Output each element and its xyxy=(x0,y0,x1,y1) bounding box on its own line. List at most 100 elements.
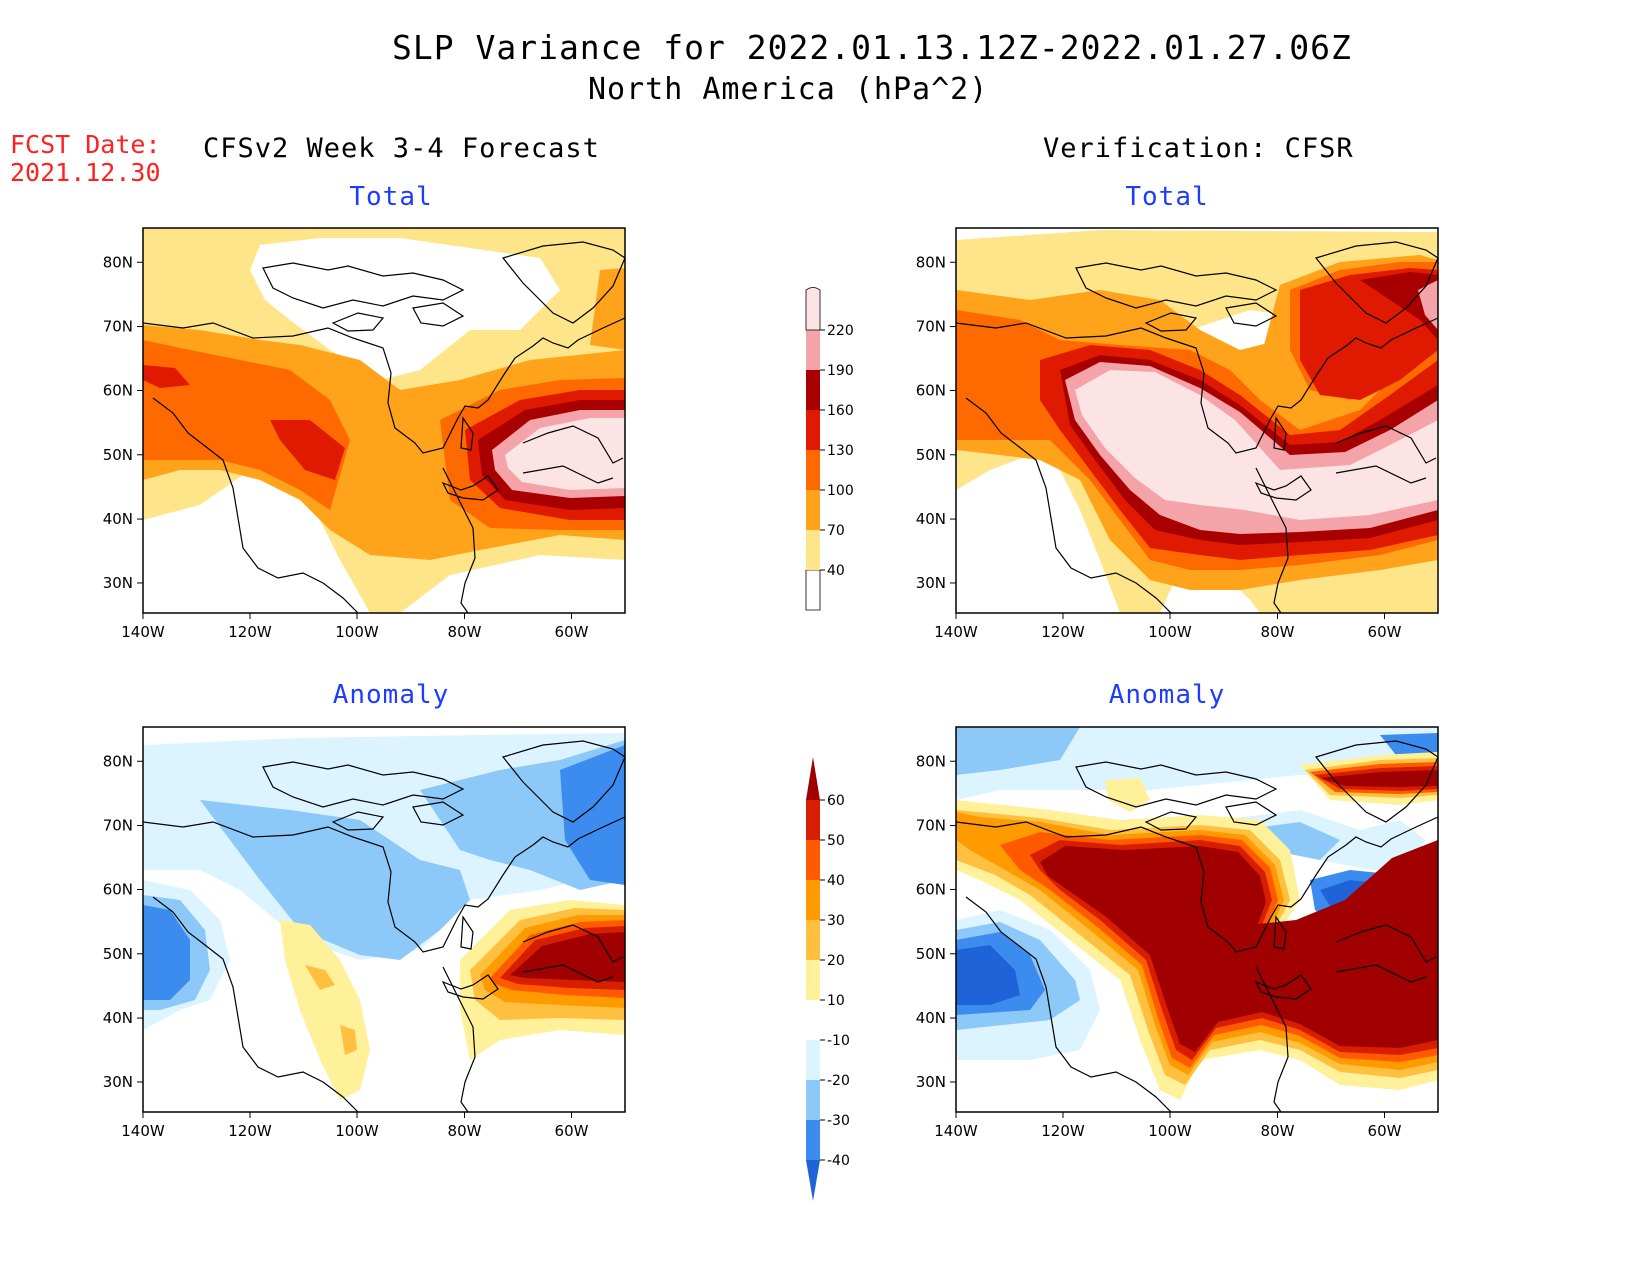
colorbar-label: 160 xyxy=(827,403,854,419)
colorbar-swatch xyxy=(806,800,820,840)
colorbar-swatch xyxy=(805,569,821,611)
colorbar-label: 30 xyxy=(827,913,845,929)
lat-tick-label: 50N xyxy=(916,446,946,464)
lon-tick-label: 80W xyxy=(1261,1122,1295,1140)
lon-tick-label: 100W xyxy=(335,1122,379,1140)
lon-tick-label: 100W xyxy=(1148,1122,1192,1140)
lon-tick-label: 80W xyxy=(448,623,482,641)
lat-tick-label: 30N xyxy=(103,574,133,592)
lon-tick-label: 120W xyxy=(228,1122,272,1140)
colorbar-label: 40 xyxy=(827,873,845,889)
lat-tick-label: 30N xyxy=(103,1073,133,1091)
lon-tick-label: 100W xyxy=(1148,623,1192,641)
verification-header: Verification: CFSR xyxy=(1043,133,1354,164)
colorbar-swatch xyxy=(806,410,820,450)
colorbar-label: -10 xyxy=(827,1033,850,1049)
lat-tick-label: 50N xyxy=(103,945,133,963)
lat-tick-label: 60N xyxy=(103,880,133,898)
lat-tick-label: 30N xyxy=(916,1073,946,1091)
lat-tick-label: 70N xyxy=(916,817,946,835)
forecast-total-map xyxy=(143,228,625,613)
panel-title-forecast-total: Total xyxy=(349,182,433,212)
colorbar-swatch xyxy=(806,757,820,800)
colorbar-label: 130 xyxy=(827,443,854,459)
lat-tick-label: 70N xyxy=(103,817,133,835)
lon-tick-label: 80W xyxy=(1261,623,1295,641)
lon-tick-label: 140W xyxy=(121,623,165,641)
lon-tick-label: 100W xyxy=(335,623,379,641)
lat-tick-label: 70N xyxy=(103,318,133,336)
colorbar-swatch xyxy=(806,450,820,490)
colorbar-label: 60 xyxy=(827,793,845,809)
figure-subtitle: North America (hPa^2) xyxy=(588,72,989,107)
figure-title: SLP Variance for 2022.01.13.12Z-2022.01.… xyxy=(392,28,1352,67)
colorbar-label: 10 xyxy=(827,993,845,1009)
verification-anomaly-frame xyxy=(955,726,1439,1113)
lon-tick-label: 140W xyxy=(934,1122,978,1140)
colorbar-swatch xyxy=(806,1000,820,1040)
colorbar-swatch xyxy=(806,330,820,370)
colorbar-swatch xyxy=(806,920,820,960)
lon-tick-label: 60W xyxy=(555,623,589,641)
colorbar-swatch xyxy=(805,287,821,331)
lat-tick-label: 40N xyxy=(103,1009,133,1027)
colorbar-label: 220 xyxy=(827,323,854,339)
verification-total-frame xyxy=(955,227,1439,614)
colorbar-swatch xyxy=(806,530,820,570)
colorbar-swatch xyxy=(806,1120,820,1160)
panel-title-forecast-anomaly: Anomaly xyxy=(332,680,450,710)
colorbar-swatch xyxy=(806,840,820,880)
lat-tick-label: 60N xyxy=(916,381,946,399)
colorbar-swatch xyxy=(806,880,820,920)
colorbar-swatch xyxy=(806,960,820,1000)
fcst-label: FCST Date: xyxy=(10,130,161,159)
colorbar-label: 190 xyxy=(827,363,854,379)
colorbar-total: 40 70 100 130 160 190 220 xyxy=(805,287,854,611)
lon-tick-label: 60W xyxy=(1368,623,1402,641)
lat-tick-label: 50N xyxy=(103,446,133,464)
colorbar-label: -40 xyxy=(827,1153,850,1169)
panel-title-verification-anomaly: Anomaly xyxy=(1108,680,1226,710)
colorbar-label: 50 xyxy=(827,833,845,849)
axis-labels: 140W 120W 100W 80W 60W 80N 70N 60N 50N 40N 30N 140W… xyxy=(103,253,1402,1140)
lon-tick-label: 80W xyxy=(448,1122,482,1140)
lon-tick-label: 120W xyxy=(1041,1122,1085,1140)
colorbar-label: 20 xyxy=(827,953,845,969)
fcst-date: 2021.12.30 xyxy=(10,158,161,187)
colorbar-swatch xyxy=(806,1080,820,1120)
lon-tick-label: 140W xyxy=(121,1122,165,1140)
lat-tick-label: 30N xyxy=(916,574,946,592)
panel-title-verification-total: Total xyxy=(1125,182,1209,212)
colorbar-label: 100 xyxy=(827,483,854,499)
colorbar-swatch xyxy=(806,370,820,410)
lon-tick-label: 120W xyxy=(228,623,272,641)
forecast-anomaly-map xyxy=(143,727,625,1112)
lat-tick-label: 80N xyxy=(916,752,946,770)
forecast-total-frame xyxy=(142,227,626,614)
lon-tick-label: 120W xyxy=(1041,623,1085,641)
lat-tick-label: 40N xyxy=(916,510,946,528)
lat-tick-label: 60N xyxy=(103,381,133,399)
colorbar-swatch xyxy=(806,1160,820,1201)
colorbar-swatch xyxy=(806,490,820,530)
colorbar-swatch xyxy=(806,1040,820,1080)
colorbar-anomaly: -40 -30 -20 -10 10 20 30 40 50 60 xyxy=(806,757,850,1201)
colorbar-label: 40 xyxy=(827,563,845,579)
lat-tick-label: 80N xyxy=(103,752,133,770)
colorbar-label: 70 xyxy=(827,523,845,539)
lon-tick-label: 60W xyxy=(1368,1122,1402,1140)
lat-tick-label: 60N xyxy=(916,880,946,898)
lat-tick-label: 40N xyxy=(916,1009,946,1027)
lat-tick-label: 80N xyxy=(103,253,133,271)
forecast-header: CFSv2 Week 3-4 Forecast xyxy=(203,133,600,164)
lat-tick-label: 50N xyxy=(916,945,946,963)
colorbar-label: -20 xyxy=(827,1073,850,1089)
verification-anomaly-map xyxy=(956,727,1438,1112)
lat-tick-label: 70N xyxy=(916,318,946,336)
lat-tick-label: 80N xyxy=(916,253,946,271)
lon-tick-label: 60W xyxy=(555,1122,589,1140)
lon-tick-label: 140W xyxy=(934,623,978,641)
lat-tick-label: 40N xyxy=(103,510,133,528)
forecast-anomaly-frame xyxy=(142,726,626,1113)
